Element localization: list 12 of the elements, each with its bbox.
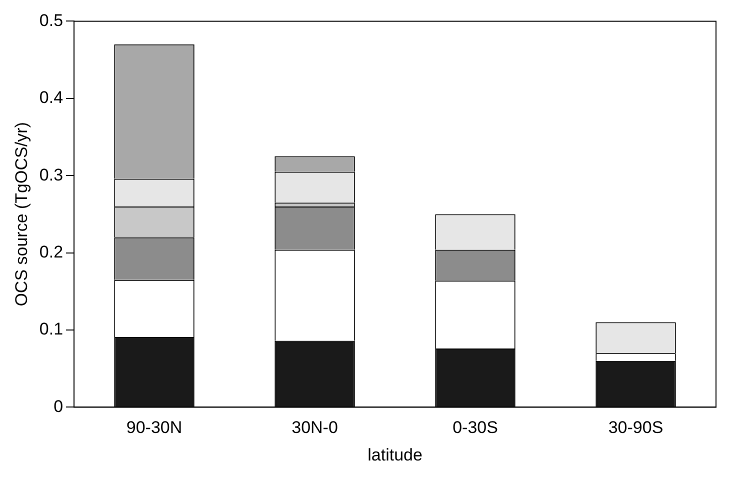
x-tick-label: 30-90S xyxy=(608,418,664,438)
y-tick-label: 0.1 xyxy=(39,320,64,339)
x-axis-title: latitude xyxy=(368,445,422,464)
x-tick-label: 90-30N xyxy=(126,418,182,438)
y-axis-title: OCS source (TgOCS/yr) xyxy=(12,122,31,306)
y-tick-label: 0.4 xyxy=(39,88,64,108)
y-tick-label: 0 xyxy=(54,396,64,416)
x-tick-label: 30N-0 xyxy=(292,418,338,438)
y-tick-label: 0.2 xyxy=(39,242,64,262)
y-tick-label: 0.5 xyxy=(39,10,64,30)
y-tick-label: 0.3 xyxy=(39,165,64,184)
x-tick-label: 0-30S xyxy=(452,418,498,438)
